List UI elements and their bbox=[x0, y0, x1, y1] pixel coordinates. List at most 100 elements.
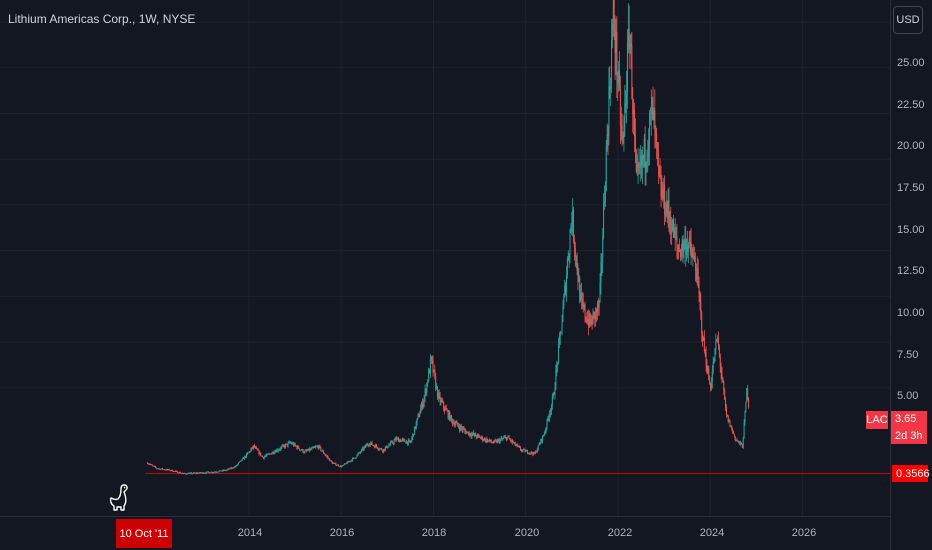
currency-button[interactable]: USD bbox=[893, 6, 923, 34]
x-axis-tick: 2018 bbox=[421, 527, 447, 539]
candles bbox=[147, 0, 750, 475]
candle-body bbox=[176, 471, 178, 472]
candle-body bbox=[242, 457, 244, 459]
candle-body bbox=[223, 470, 225, 471]
candle-body bbox=[594, 311, 596, 320]
chart-title: Lithium Americas Corp., 1W, NYSE bbox=[8, 12, 196, 26]
candle-body bbox=[727, 415, 729, 422]
candle-body bbox=[361, 448, 363, 450]
candle-body bbox=[694, 255, 696, 262]
candle-body bbox=[166, 469, 168, 471]
candle-body bbox=[663, 184, 665, 199]
candle-body bbox=[429, 359, 431, 374]
candle-body bbox=[482, 439, 484, 441]
candle-body bbox=[573, 240, 575, 248]
candle-body bbox=[655, 127, 657, 135]
candle-body bbox=[510, 439, 512, 442]
candle-body bbox=[224, 470, 226, 471]
candle-body bbox=[644, 138, 646, 168]
candle-body bbox=[588, 313, 590, 327]
candle-body bbox=[535, 451, 537, 454]
candle-body bbox=[606, 134, 608, 146]
candle-body bbox=[520, 450, 522, 451]
candle-body bbox=[680, 250, 682, 257]
candle-body bbox=[669, 217, 671, 222]
candle-body bbox=[423, 397, 425, 403]
candle-body bbox=[428, 370, 430, 382]
candle-body bbox=[321, 450, 323, 452]
candle-body bbox=[593, 311, 595, 313]
candle-body bbox=[706, 365, 708, 374]
candle-body bbox=[343, 464, 345, 466]
candle-body bbox=[357, 453, 359, 455]
candle-body bbox=[454, 424, 456, 426]
candle-body bbox=[230, 468, 232, 469]
candle-body bbox=[348, 461, 350, 463]
candle-body bbox=[363, 447, 365, 450]
candle-body bbox=[583, 305, 585, 308]
candle-body bbox=[619, 86, 621, 125]
candle-body bbox=[170, 469, 172, 471]
candle-body bbox=[231, 467, 233, 469]
candle-body bbox=[493, 440, 495, 443]
candle-body bbox=[600, 262, 602, 283]
y-axis-tick: 10.00 bbox=[897, 307, 925, 319]
candle-body bbox=[682, 239, 684, 252]
candle-body bbox=[366, 444, 368, 447]
candle-body bbox=[346, 461, 348, 464]
candle-body bbox=[390, 441, 392, 443]
candle-body bbox=[406, 441, 408, 444]
candle-body bbox=[626, 42, 628, 93]
candle-body bbox=[647, 152, 649, 162]
candle-body bbox=[451, 415, 453, 420]
candle-body bbox=[657, 150, 659, 166]
candle-body bbox=[645, 162, 647, 168]
candle-body bbox=[484, 438, 486, 442]
candle-body bbox=[603, 202, 605, 204]
candle-body bbox=[447, 410, 449, 418]
candle-body bbox=[375, 445, 377, 448]
candle-body bbox=[718, 346, 720, 356]
candle-body bbox=[403, 439, 405, 441]
candle-body bbox=[202, 472, 204, 474]
candle-body bbox=[549, 413, 551, 419]
candle-body bbox=[435, 375, 437, 389]
candle-body bbox=[562, 307, 564, 322]
candle-body bbox=[552, 394, 554, 398]
candle-body bbox=[735, 439, 737, 441]
candle-body bbox=[203, 473, 205, 474]
candle-body bbox=[389, 444, 391, 446]
candle-body bbox=[534, 452, 536, 454]
candle-body bbox=[479, 436, 481, 439]
candle-body bbox=[696, 268, 698, 280]
candle-body bbox=[150, 464, 152, 466]
candle-body bbox=[641, 155, 643, 166]
candle-body bbox=[314, 447, 316, 449]
candle-body bbox=[723, 381, 725, 391]
candle-body bbox=[220, 470, 222, 472]
candle-body bbox=[665, 203, 667, 217]
y-axis-tick: 25.00 bbox=[897, 57, 925, 69]
candle-body bbox=[377, 448, 379, 450]
candle-body bbox=[482, 436, 484, 441]
candle-body bbox=[399, 439, 401, 442]
candle-body bbox=[710, 384, 712, 389]
candle-body bbox=[459, 427, 461, 430]
candle-body bbox=[596, 303, 598, 313]
candle-body bbox=[500, 438, 502, 440]
candle-body bbox=[359, 452, 361, 454]
candle-body bbox=[337, 464, 339, 467]
candle-body bbox=[384, 447, 386, 451]
candle-body bbox=[392, 442, 394, 444]
candle-body bbox=[260, 452, 262, 456]
candle-body bbox=[646, 161, 648, 163]
candle-body bbox=[524, 449, 526, 453]
candle-body bbox=[463, 428, 465, 430]
candle-body bbox=[308, 448, 310, 451]
candle-body bbox=[604, 190, 606, 203]
candle-body bbox=[667, 200, 669, 215]
candle-body bbox=[627, 28, 629, 43]
candle-body bbox=[421, 402, 423, 409]
candle-body bbox=[171, 469, 173, 472]
